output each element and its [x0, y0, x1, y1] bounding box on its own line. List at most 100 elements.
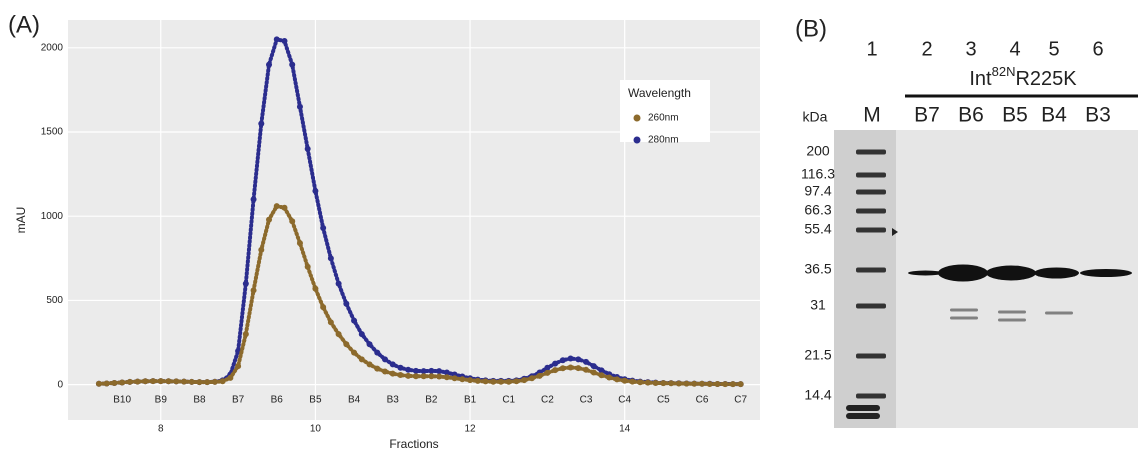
lane-label: B7: [914, 104, 940, 127]
data-point: [405, 367, 411, 373]
data-point: [312, 188, 318, 194]
degradation-band: [998, 311, 1026, 314]
marker-size: 55.4: [804, 221, 831, 237]
lane-label: B4: [1041, 104, 1067, 127]
data-point: [452, 375, 458, 381]
fraction-label: C3: [580, 395, 593, 406]
construct-rest: R225K: [1015, 68, 1077, 90]
marker-size: 36.5: [804, 261, 831, 277]
data-point: [119, 379, 125, 385]
data-point: [730, 381, 736, 387]
fraction-label: C5: [657, 395, 670, 406]
data-point: [637, 379, 643, 385]
data-point: [212, 379, 218, 385]
marker-band: [856, 394, 886, 399]
x-tick-label: 10: [310, 424, 322, 435]
data-point: [227, 375, 233, 381]
data-point: [513, 378, 519, 384]
fraction-label: C1: [502, 395, 515, 406]
marker-band: [856, 190, 886, 195]
data-point: [537, 373, 543, 379]
data-point: [382, 368, 388, 374]
data-point: [111, 380, 117, 386]
lane-number: 1: [866, 38, 877, 60]
data-point: [351, 350, 357, 356]
data-point: [676, 380, 682, 386]
data-point: [397, 372, 403, 378]
data-point: [320, 304, 326, 310]
data-point: [622, 378, 628, 384]
construct-base: Int: [969, 68, 992, 90]
data-point: [552, 361, 558, 367]
data-point: [181, 379, 187, 385]
lane-number: 3: [965, 38, 976, 60]
data-point: [281, 205, 287, 211]
marker-size: 97.4: [804, 183, 831, 199]
data-point: [467, 377, 473, 383]
panel-label: (A): [8, 11, 40, 38]
data-point: [258, 247, 264, 253]
protein-band: [938, 265, 988, 282]
data-point: [343, 341, 349, 347]
lane-label: M: [863, 104, 881, 127]
data-point: [166, 378, 172, 384]
data-point: [220, 378, 226, 384]
y-tick-label: 1000: [41, 211, 64, 222]
fraction-label: C7: [734, 395, 747, 406]
fraction-label: B6: [271, 395, 284, 406]
data-point: [413, 368, 419, 374]
data-point: [606, 375, 612, 381]
data-point: [336, 281, 342, 287]
data-point: [274, 203, 280, 209]
y-tick-label: 2000: [41, 42, 64, 53]
data-point: [297, 104, 303, 110]
data-point: [312, 286, 318, 292]
fraction-label: B7: [232, 395, 245, 406]
data-point: [367, 341, 373, 347]
data-point: [413, 373, 419, 379]
marker-band: [856, 150, 886, 155]
data-point: [204, 379, 210, 385]
lane-number: 4: [1009, 38, 1020, 60]
degradation-band: [998, 319, 1026, 322]
legend-label: 260nm: [648, 113, 679, 124]
data-point: [591, 370, 597, 376]
data-point: [382, 356, 388, 362]
x-axis-label: Fractions: [389, 437, 438, 450]
fraction-label: C4: [618, 395, 631, 406]
data-point: [127, 379, 133, 385]
fraction-label: B9: [155, 395, 168, 406]
lane-label: B3: [1085, 104, 1111, 127]
data-point: [575, 365, 581, 371]
data-point: [196, 379, 202, 385]
marker-band: [856, 228, 886, 233]
fraction-label: B2: [425, 395, 438, 406]
data-point: [459, 376, 465, 382]
construct-sup: 82N: [992, 64, 1016, 79]
degradation-band: [950, 309, 978, 312]
legend-label: 280nm: [648, 135, 679, 146]
data-point: [297, 240, 303, 246]
panel-label: (B): [795, 15, 827, 42]
data-point: [544, 370, 550, 376]
data-point: [258, 121, 264, 127]
unit-label: kDa: [803, 109, 828, 125]
data-point: [243, 281, 249, 287]
marker-size: 66.3: [804, 202, 831, 218]
construct-label: Int82NR225K: [969, 64, 1077, 90]
fraction-label: B4: [348, 395, 361, 406]
data-point: [722, 381, 728, 387]
data-point: [668, 380, 674, 386]
fraction-label: B10: [113, 395, 131, 406]
data-point: [405, 373, 411, 379]
data-point: [243, 331, 249, 337]
data-point: [428, 368, 434, 374]
y-tick-label: 500: [46, 295, 63, 306]
protein-band: [1034, 268, 1079, 279]
data-point: [568, 356, 574, 362]
data-point: [653, 380, 659, 386]
data-point: [714, 381, 720, 387]
data-point: [428, 373, 434, 379]
marker-band: [846, 413, 880, 419]
data-point: [390, 361, 396, 367]
